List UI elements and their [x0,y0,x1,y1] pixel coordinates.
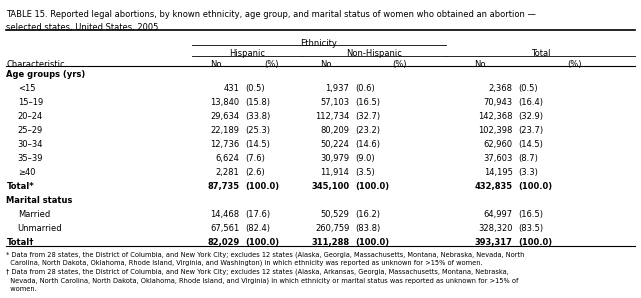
Text: <15: <15 [18,84,35,93]
Text: 2,368: 2,368 [488,84,513,93]
Text: (17.6): (17.6) [245,210,271,219]
Text: TABLE 15. Reported legal abortions, by known ethnicity, age group, and marital s: TABLE 15. Reported legal abortions, by k… [6,10,537,19]
Text: Ethnicity: Ethnicity [301,39,337,48]
Text: Total*: Total* [6,182,34,191]
Text: (23.2): (23.2) [355,126,380,135]
Text: (%): (%) [568,60,582,69]
Text: (%): (%) [392,60,406,69]
Text: women.: women. [6,286,37,292]
Text: † Data from 28 states, the District of Columbia, and New York City; excludes 12 : † Data from 28 states, the District of C… [6,269,509,275]
Text: (82.4): (82.4) [245,224,270,233]
Text: 12,736: 12,736 [210,140,240,149]
Text: (23.7): (23.7) [519,126,544,135]
Text: 70,943: 70,943 [483,98,513,107]
Text: (2.6): (2.6) [245,168,265,177]
Text: 50,529: 50,529 [320,210,349,219]
Text: (14.5): (14.5) [245,140,270,149]
Text: 14,195: 14,195 [484,168,513,177]
Text: (14.5): (14.5) [519,140,544,149]
Text: (7.6): (7.6) [245,154,265,163]
Text: (32.9): (32.9) [519,112,544,121]
Text: (14.6): (14.6) [355,140,380,149]
Text: (100.0): (100.0) [245,182,279,191]
Text: 64,997: 64,997 [483,210,513,219]
Text: 82,029: 82,029 [207,238,240,247]
Text: Total: Total [531,49,550,58]
Text: 37,603: 37,603 [483,154,513,163]
Text: (15.8): (15.8) [245,98,270,107]
Text: (3.3): (3.3) [519,168,538,177]
Text: * Data from 28 states, the District of Columbia, and New York City; excludes 12 : * Data from 28 states, the District of C… [6,251,525,258]
Text: 57,103: 57,103 [320,98,349,107]
Text: (100.0): (100.0) [519,182,553,191]
Text: (100.0): (100.0) [519,238,553,247]
Text: (16.5): (16.5) [355,98,380,107]
Text: (83.5): (83.5) [519,224,544,233]
Text: 29,634: 29,634 [210,112,240,121]
Text: 30,979: 30,979 [320,154,349,163]
Text: (33.8): (33.8) [245,112,271,121]
Text: Characteristic: Characteristic [6,60,65,69]
Text: (100.0): (100.0) [355,182,389,191]
Text: 112,734: 112,734 [315,112,349,121]
Text: Non-Hispanic: Non-Hispanic [346,49,402,58]
Text: 102,398: 102,398 [478,126,513,135]
Text: Nevada, North Carolina, North Dakota, Oklahoma, Rhode Island, and Virginia) in w: Nevada, North Carolina, North Dakota, Ok… [6,277,519,284]
Text: 80,209: 80,209 [320,126,349,135]
Text: 431: 431 [224,84,240,93]
Text: 30–34: 30–34 [18,140,43,149]
Text: (9.0): (9.0) [355,154,375,163]
Text: 14,468: 14,468 [210,210,240,219]
Text: 393,317: 393,317 [475,238,513,247]
Text: 432,835: 432,835 [474,182,513,191]
Text: 62,960: 62,960 [483,140,513,149]
Text: Carolina, North Dakota, Oklahoma, Rhode Island, Virginia, and Washington) in whi: Carolina, North Dakota, Oklahoma, Rhode … [6,260,483,266]
Text: 311,288: 311,288 [312,238,349,247]
Text: (16.5): (16.5) [519,210,544,219]
Text: No.: No. [210,60,224,69]
Text: Married: Married [18,210,50,219]
Text: 87,735: 87,735 [207,182,240,191]
Text: Marital status: Marital status [6,196,73,205]
Text: No.: No. [320,60,334,69]
Text: ≥40: ≥40 [18,168,35,177]
Text: 260,759: 260,759 [315,224,349,233]
Text: (%): (%) [265,60,279,69]
Text: (32.7): (32.7) [355,112,380,121]
Text: (16.4): (16.4) [519,98,544,107]
Text: (8.7): (8.7) [519,154,538,163]
Text: (0.6): (0.6) [355,84,375,93]
Text: selected states, United States, 2005: selected states, United States, 2005 [6,23,159,32]
Text: 35–39: 35–39 [18,154,43,163]
Text: 1,937: 1,937 [326,84,349,93]
Text: (0.5): (0.5) [519,84,538,93]
Text: (3.5): (3.5) [355,168,375,177]
Text: No.: No. [474,60,488,69]
Text: 25–29: 25–29 [18,126,43,135]
Text: Unmarried: Unmarried [18,224,62,233]
Text: 328,320: 328,320 [478,224,513,233]
Text: Age groups (yrs): Age groups (yrs) [6,70,86,79]
Text: (0.5): (0.5) [245,84,265,93]
Text: (16.2): (16.2) [355,210,380,219]
Text: (100.0): (100.0) [245,238,279,247]
Text: 20–24: 20–24 [18,112,43,121]
Text: Hispanic: Hispanic [229,49,265,58]
Text: Total†: Total† [6,238,34,247]
Text: 13,840: 13,840 [210,98,240,107]
Text: 345,100: 345,100 [312,182,349,191]
Text: 15–19: 15–19 [18,98,43,107]
Text: 142,368: 142,368 [478,112,513,121]
Text: (25.3): (25.3) [245,126,270,135]
Text: 50,224: 50,224 [320,140,349,149]
Text: (83.8): (83.8) [355,224,380,233]
Text: 11,914: 11,914 [320,168,349,177]
Text: 22,189: 22,189 [210,126,240,135]
Text: 67,561: 67,561 [210,224,240,233]
Text: 2,281: 2,281 [216,168,240,177]
Text: (100.0): (100.0) [355,238,389,247]
Text: 6,624: 6,624 [215,154,240,163]
